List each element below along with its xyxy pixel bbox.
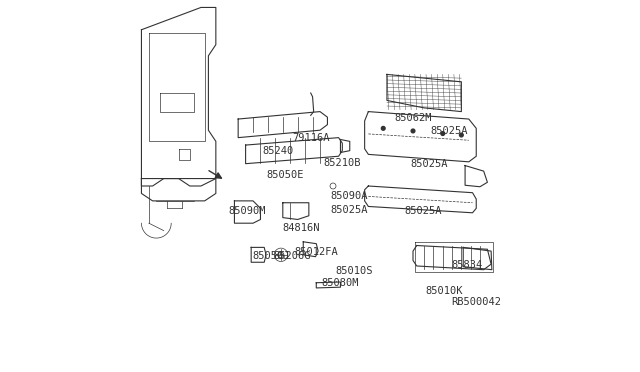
Text: 85834: 85834	[451, 260, 482, 270]
Text: 85012FA: 85012FA	[294, 247, 339, 257]
Text: 85010S: 85010S	[335, 266, 373, 276]
Text: 85090A: 85090A	[330, 192, 368, 201]
Text: 85240: 85240	[262, 146, 294, 155]
Text: 85010K: 85010K	[425, 286, 463, 296]
Text: 85025A: 85025A	[330, 205, 368, 215]
Text: 84816N: 84816N	[282, 223, 319, 232]
Text: 85080M: 85080M	[322, 279, 360, 288]
Text: 85025A: 85025A	[431, 126, 468, 136]
Text: 85050E: 85050E	[266, 170, 303, 180]
Text: 85090M: 85090M	[229, 206, 266, 216]
Text: 85210B: 85210B	[324, 158, 361, 168]
Circle shape	[460, 133, 463, 137]
Text: 79116A: 79116A	[292, 134, 330, 143]
Circle shape	[411, 129, 415, 133]
Circle shape	[441, 132, 445, 135]
Text: 85062M: 85062M	[394, 113, 432, 123]
Circle shape	[381, 126, 385, 130]
Text: 85050J: 85050J	[252, 251, 290, 261]
Text: 85025A: 85025A	[410, 160, 447, 169]
Text: RB500042: RB500042	[451, 297, 501, 307]
Text: 85206G: 85206G	[273, 251, 311, 261]
Text: 85025A: 85025A	[405, 206, 442, 216]
